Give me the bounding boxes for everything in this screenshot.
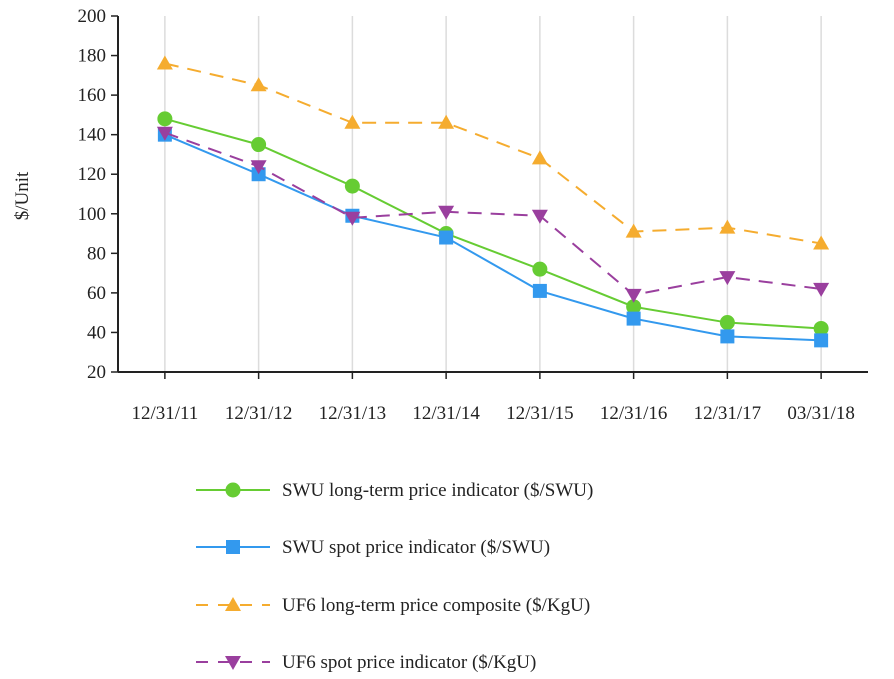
data-point-swu-long-term: [813, 320, 829, 336]
legend-label: UF6 spot price indicator ($/KgU): [282, 652, 536, 673]
y-tick-label: 60: [87, 283, 106, 304]
data-point-uf6-long-term: [719, 219, 736, 234]
x-tick-label: 12/31/13: [319, 403, 387, 424]
series-line-uf6-spot: [164, 131, 822, 296]
data-point-swu-long-term: [532, 261, 548, 277]
data-point-uf6-long-term: [438, 114, 455, 129]
data-point-uf6-long-term: [344, 114, 361, 129]
x-tick-label: 12/31/15: [506, 403, 574, 424]
data-point-uf6-spot: [438, 205, 455, 220]
data-point-uf6-long-term: [156, 55, 173, 70]
data-point-uf6-spot: [531, 209, 548, 224]
data-point-uf6-long-term: [531, 150, 548, 165]
grid-lines: [164, 16, 822, 372]
y-tick-label: 140: [78, 125, 107, 146]
data-point-swu-long-term: [157, 111, 173, 127]
data-point-swu-spot: [626, 311, 641, 326]
x-tick-label: 12/31/16: [600, 403, 668, 424]
data-point-swu-long-term: [344, 178, 360, 194]
data-point-swu-spot: [814, 333, 829, 348]
y-tick-label: 160: [78, 85, 107, 106]
y-axis-label: $/Unit: [12, 171, 33, 220]
x-tick-label: 12/31/11: [131, 403, 198, 424]
y-tick-label: 20: [87, 362, 106, 383]
series-uf6-long-term: [156, 55, 830, 250]
data-point-uf6-spot: [625, 288, 642, 303]
series-line-swu-spot: [164, 133, 822, 342]
series-uf6-spot: [156, 126, 830, 303]
data-point-uf6-spot: [344, 211, 361, 226]
y-tick-label: 80: [87, 243, 106, 264]
data-point-swu-spot: [439, 230, 454, 245]
legend-item-uf6-long-term: UF6 long-term price composite ($/KgU): [196, 595, 590, 616]
series-line-uf6-long-term: [164, 62, 822, 245]
y-tick-label: 120: [78, 164, 107, 185]
x-tick-labels: 12/31/11 12/31/12 12/31/13 12/31/14 12/31/15…: [131, 372, 855, 424]
legend-item-uf6-spot: UF6 spot price indicator ($/KgU): [196, 652, 536, 673]
series-swu-long-term: [157, 111, 829, 336]
y-tick-label: 40: [87, 322, 106, 343]
legend-label: SWU spot price indicator ($/SWU): [282, 537, 550, 558]
legend-item-swu-spot: SWU spot price indicator ($/SWU): [196, 537, 550, 558]
x-tick-label: 12/31/17: [694, 403, 762, 424]
data-point-swu-long-term: [719, 315, 735, 331]
legend-label: SWU long-term price indicator ($/SWU): [282, 480, 593, 501]
data-point-uf6-spot: [719, 271, 736, 286]
data-point-swu-spot: [720, 329, 735, 344]
y-tick-label: 180: [78, 46, 107, 67]
x-tick-label: 12/31/12: [225, 403, 293, 424]
data-point-swu-spot: [532, 283, 547, 298]
legend-marker: [226, 540, 240, 554]
axes: [117, 16, 868, 373]
data-point-uf6-spot: [813, 282, 830, 297]
y-tick-label: 200: [78, 6, 107, 27]
data-point-uf6-long-term: [625, 223, 642, 238]
data-point-swu-long-term: [626, 299, 642, 315]
x-tick-label: 03/31/18: [787, 403, 855, 424]
series-line-swu-long-term: [164, 117, 822, 330]
data-point-swu-long-term: [251, 137, 267, 153]
legend: SWU long-term price indicator ($/SWU) SWU…: [196, 480, 593, 673]
legend-marker: [225, 656, 241, 670]
data-point-uf6-spot: [156, 126, 173, 141]
data-point-uf6-long-term: [813, 235, 830, 250]
y-tick-label: 100: [78, 204, 107, 225]
legend-item-swu-long-term: SWU long-term price indicator ($/SWU): [196, 480, 593, 501]
x-tick-label: 12/31/14: [412, 403, 480, 424]
y-tick-labels: 20 40 60 80 100 120 140 160 180 200: [78, 6, 118, 383]
data-point-uf6-long-term: [250, 77, 267, 92]
data-point-uf6-spot: [250, 160, 267, 175]
legend-marker: [225, 597, 241, 611]
legend-label: UF6 long-term price composite ($/KgU): [282, 595, 590, 616]
plot-area: [156, 55, 830, 348]
legend-marker: [225, 482, 241, 498]
